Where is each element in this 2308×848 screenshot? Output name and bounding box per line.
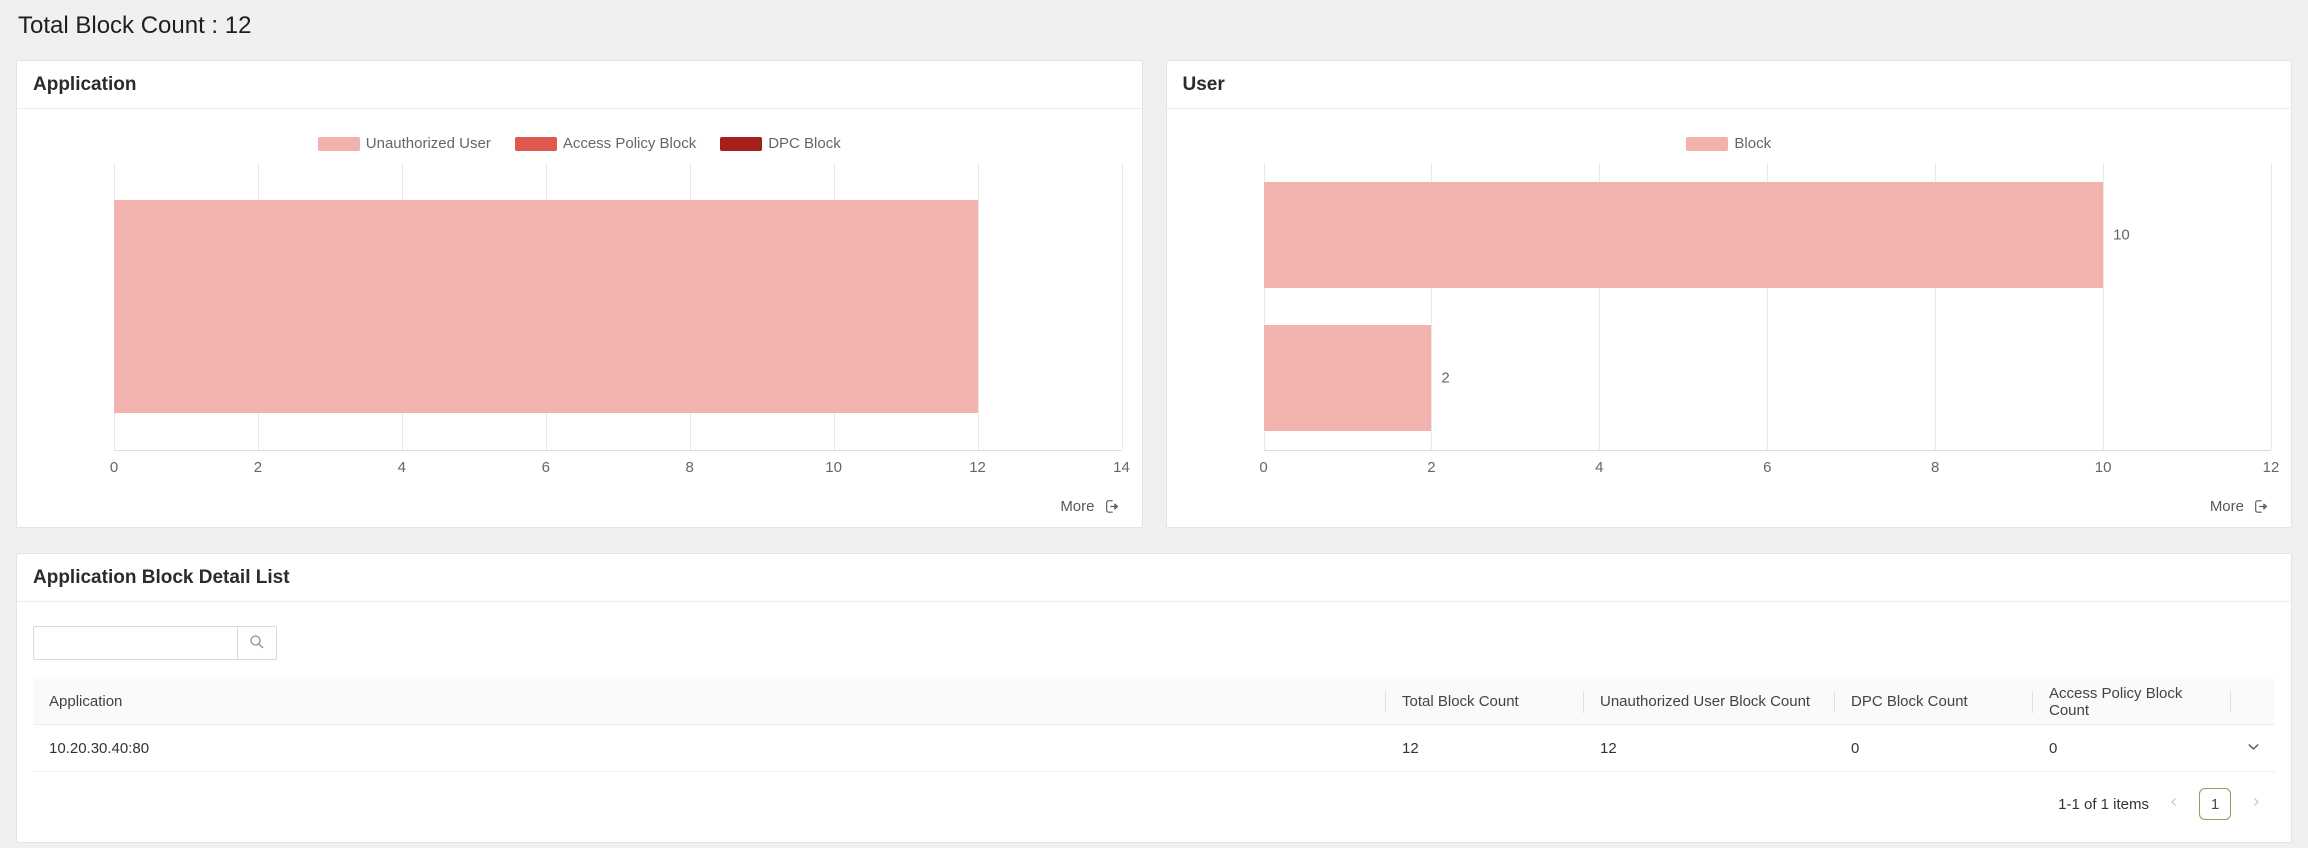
column-header-unauthorized-user-count: Unauthorized User Block Count: [1584, 693, 1835, 710]
user-more-link[interactable]: More: [2210, 498, 2271, 515]
x-tick-label: 8: [1930, 459, 1940, 476]
x-tick-label: 2: [1427, 459, 1436, 476]
table-header-row: Application Total Block Count Unauthoriz…: [33, 679, 2275, 725]
application-more-link[interactable]: More: [1060, 498, 1121, 515]
search-icon: [248, 633, 266, 654]
export-icon: [1102, 498, 1122, 515]
x-tick-label: 6: [541, 459, 550, 476]
gridline: [1121, 163, 1123, 450]
legend-swatch-icon: [514, 136, 557, 151]
legend-swatch-icon: [1686, 136, 1729, 151]
x-tick-label: 12: [969, 459, 986, 476]
pagination-next-button[interactable]: [2245, 788, 2267, 820]
x-tick-label: 0: [1259, 459, 1268, 476]
x-tick-label: 0: [109, 459, 119, 476]
pagination-page-1[interactable]: 1: [2199, 788, 2231, 820]
gridline: [1767, 163, 1769, 450]
x-tick-label: 4: [397, 459, 407, 476]
x-tick-label: 14: [1113, 459, 1130, 476]
legend-label: Block: [1734, 135, 1772, 152]
gridline: [2103, 163, 2105, 450]
legend-label: Access Policy Block: [562, 135, 697, 152]
legend-item-dpc-block[interactable]: DPC Block: [720, 135, 841, 152]
cell-total-block-count: 12: [1402, 739, 1419, 757]
column-header-application: Application: [33, 693, 1386, 710]
legend-swatch-icon: [317, 136, 360, 151]
cell-dpc-block-count: 0: [1851, 739, 1860, 757]
expand-row-button[interactable]: [2231, 737, 2275, 760]
detail-list-panel: Application Block Detail List Applicatio…: [16, 553, 2292, 843]
pagination-prev-button[interactable]: [2163, 788, 2185, 820]
search-row: [17, 602, 2291, 660]
detail-list-title: Application Block Detail List: [17, 554, 2291, 602]
table-row: 10.20.30.40:80 12 12 0 0: [33, 725, 2275, 772]
pagination-summary: 1-1 of 1 items: [2058, 795, 2149, 813]
chevron-right-icon: [2249, 795, 2263, 813]
bar-value-label: 10: [2113, 226, 2130, 244]
legend-item-block[interactable]: Block: [1686, 135, 1771, 152]
gridline: [1935, 163, 1937, 450]
more-label: More: [2209, 498, 2244, 515]
chevron-down-icon: [2244, 737, 2263, 760]
application-panel: Application Unauthorized User Access Poli…: [16, 60, 1143, 528]
gridline: [977, 163, 979, 450]
application-chart: Unauthorized User Access Policy Block DPC …: [17, 109, 1142, 527]
bar-block: [1263, 181, 2104, 288]
user-chart: Block 0 2 4 6 8 10 12 10 2 More: [1167, 109, 2292, 527]
application-chart-plot: 0 2 4 6 8 10 12 14: [110, 163, 1130, 476]
bar-block: [1263, 325, 1432, 432]
gridline: [2271, 163, 2272, 450]
cell-access-policy-block-count: 0: [2049, 739, 2058, 757]
x-tick-label: 12: [2262, 459, 2280, 476]
application-chart-legend: Unauthorized User Access Policy Block DPC …: [17, 135, 1142, 152]
x-tick-label: 8: [685, 459, 694, 476]
bar-value-label: 2: [1441, 369, 1450, 387]
detail-table: Application Total Block Count Unauthoriz…: [33, 679, 2275, 772]
user-chart-legend: Block: [1167, 135, 2292, 152]
page-title: Total Block Count : 12: [18, 12, 252, 39]
user-panel-title: User: [1166, 61, 2291, 109]
search-button[interactable]: [237, 626, 277, 660]
legend-item-access-policy-block[interactable]: Access Policy Block: [514, 135, 697, 152]
chevron-left-icon: [2167, 795, 2181, 813]
x-tick-label: 4: [1595, 459, 1604, 476]
x-tick-label: 10: [2094, 459, 2112, 476]
legend-item-unauthorized-user[interactable]: Unauthorized User: [317, 135, 491, 152]
export-icon: [2251, 498, 2271, 515]
column-header-total-block-count: Total Block Count: [1386, 693, 1584, 710]
legend-label: DPC Block: [768, 135, 841, 152]
gridline: [1431, 163, 1433, 450]
x-tick-label: 2: [253, 459, 263, 476]
application-panel-title: Application: [17, 61, 1142, 109]
bar-unauthorized-user: [114, 200, 978, 413]
cell-application: 10.20.30.40:80: [49, 739, 150, 757]
gridline: [1263, 163, 1265, 450]
legend-label: Unauthorized User: [365, 135, 491, 152]
gridline: [1599, 163, 1601, 450]
user-chart-plot: 0 2 4 6 8 10 12 10 2: [1259, 163, 2279, 476]
search-input[interactable]: [33, 626, 238, 660]
legend-swatch-icon: [720, 136, 763, 151]
table-body: 10.20.30.40:80 12 12 0 0: [33, 725, 2275, 772]
user-panel: User Block 0 2 4 6 8 10 12 10 2 More: [1165, 60, 2292, 528]
pagination: 1-1 of 1 items 1: [17, 772, 2291, 820]
x-tick-label: 6: [1763, 459, 1772, 476]
column-header-access-policy-count: Access Policy Block Count: [2033, 685, 2231, 719]
more-label: More: [1060, 498, 1095, 515]
column-header-dpc-block-count: DPC Block Count: [1835, 693, 2033, 710]
charts-row: Application Unauthorized User Access Poli…: [16, 60, 2292, 528]
x-tick-label: 10: [825, 459, 842, 476]
cell-unauthorized-user-block-count: 12: [1600, 739, 1617, 757]
